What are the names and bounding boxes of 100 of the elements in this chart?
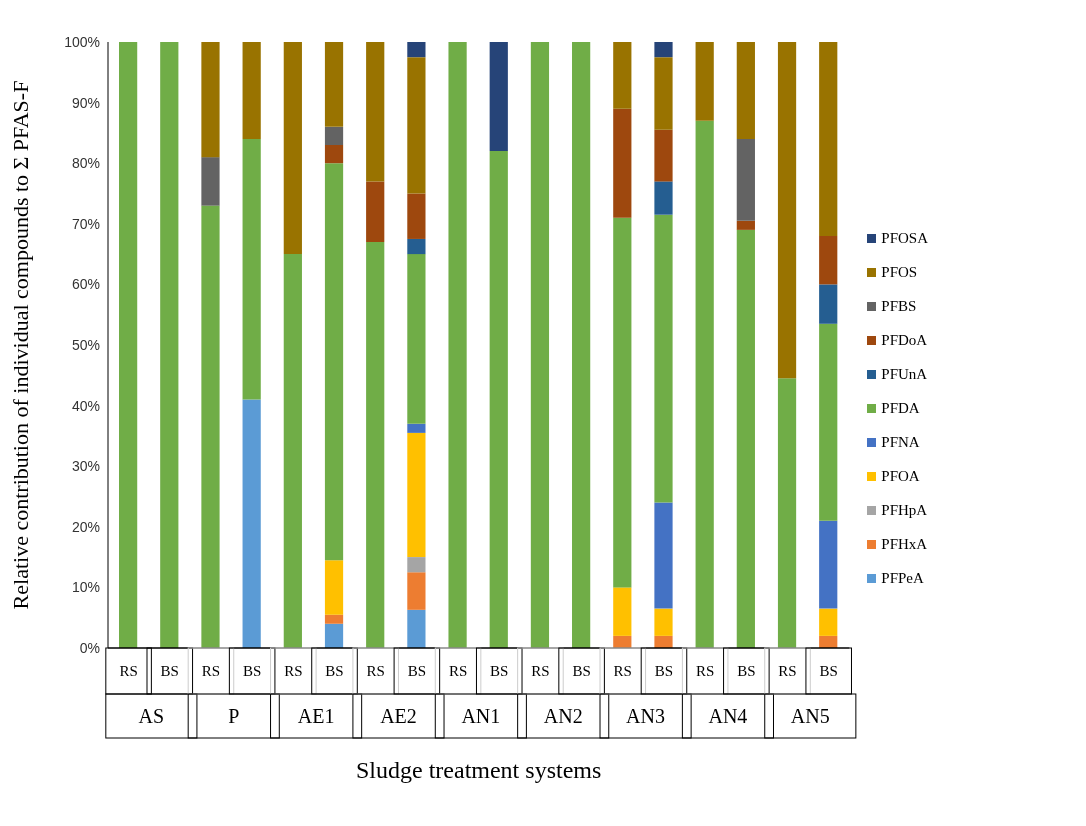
bar (613, 42, 632, 109)
x-tick-label: BS (737, 663, 756, 679)
x-tick-label: RS (201, 663, 221, 679)
x-tick-label: RS (613, 663, 632, 679)
bar (819, 608, 838, 636)
bar (819, 635, 838, 648)
x-tick-label: BS (407, 663, 427, 679)
legend-label: PFOS (881, 263, 918, 281)
x-tick-label: RS (119, 663, 138, 679)
legend-label: PFNA (881, 433, 920, 451)
bar (407, 572, 426, 610)
text: P (228, 705, 240, 727)
bar (654, 502, 673, 609)
bar (489, 151, 508, 648)
x-tick-label: RS (695, 663, 715, 679)
legend-label: PFDA (881, 399, 920, 417)
y-tick-label: 90% (71, 94, 100, 111)
bar (119, 42, 138, 648)
bar (613, 217, 632, 588)
bar (736, 220, 755, 230)
x-tick-label: BS (242, 663, 262, 679)
bar (777, 42, 797, 379)
legend-label: PFOSA (881, 229, 928, 247)
bar (407, 42, 426, 58)
bar (366, 181, 385, 242)
x-tick-label: RS (366, 663, 385, 679)
bar (366, 42, 385, 182)
legend-label: PFHpA (881, 501, 928, 519)
x-tick-label: BS (490, 663, 509, 679)
text: AS (138, 705, 165, 727)
y-axis-title: Relative contribution of individual compounds to Σ PFAS-F (7, 80, 33, 610)
bar (201, 42, 220, 158)
bar (407, 254, 426, 424)
text: AN3 (626, 705, 666, 727)
bar (242, 138, 261, 400)
bar (695, 120, 714, 648)
bar (819, 284, 838, 324)
y-tick-label: 40% (71, 397, 100, 414)
bar (819, 520, 838, 609)
bar (201, 205, 220, 648)
bar (736, 42, 755, 139)
bar (777, 378, 797, 648)
text: AE1 (297, 705, 335, 727)
x-tick-label: RS (531, 663, 550, 679)
bar (654, 181, 673, 215)
legend-label: PFUnA (881, 365, 928, 383)
bar (819, 42, 838, 236)
bar (613, 108, 632, 218)
y-tick-label: 20% (71, 518, 100, 535)
bar (407, 609, 426, 648)
bar (324, 614, 344, 624)
bar (654, 57, 673, 130)
x-tick-label: BS (325, 663, 344, 679)
bar (736, 229, 755, 648)
text: AN4 (708, 705, 748, 727)
x-tick-label: BS (572, 663, 591, 679)
bar (201, 157, 220, 206)
bar (407, 557, 426, 573)
bar (407, 57, 426, 194)
bar (819, 323, 838, 521)
y-tick-label: 70% (71, 215, 100, 232)
bar (407, 193, 426, 239)
text: AN1 (461, 705, 501, 727)
bar (613, 587, 632, 636)
bar (654, 214, 673, 503)
bar (819, 235, 838, 285)
bar (242, 42, 261, 139)
y-tick-label: 60% (71, 276, 100, 293)
bar (572, 42, 591, 648)
bar (366, 241, 385, 648)
bar (160, 42, 179, 648)
legend-label: PFHxA (881, 535, 928, 553)
x-tick-label: RS (284, 663, 303, 679)
bar (324, 42, 344, 127)
x-tick-label: BS (654, 663, 674, 679)
bar (654, 42, 673, 58)
text: AN5 (790, 705, 830, 727)
bar (448, 42, 467, 648)
bar (324, 126, 344, 146)
bar (530, 42, 550, 648)
bar (324, 623, 344, 648)
x-tick-label: RS (448, 663, 468, 679)
x-tick-label: BS (819, 663, 838, 679)
bar (654, 608, 673, 636)
bar (324, 163, 344, 561)
bar (283, 42, 302, 255)
bar (489, 42, 508, 152)
y-tick-label: 30% (71, 458, 100, 475)
x-axis-title: Sludge treatment systems (356, 757, 602, 783)
y-tick-label: 10% (71, 579, 100, 596)
bar (613, 635, 632, 648)
text: AE2 (380, 705, 417, 727)
legend-label: PFPeA (881, 569, 924, 587)
x-tick-label: RS (778, 663, 797, 679)
legend-label: PFDoA (881, 331, 928, 349)
bar (736, 138, 755, 221)
bar (407, 432, 426, 558)
legend-label: PFOA (881, 467, 920, 485)
bar (654, 635, 673, 648)
y-tick-label: 0% (79, 639, 100, 656)
